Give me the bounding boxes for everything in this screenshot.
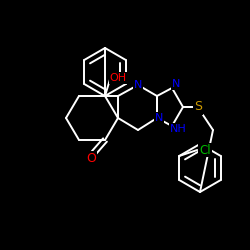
Text: Cl: Cl (200, 144, 211, 156)
Text: NH: NH (170, 124, 186, 134)
Text: S: S (194, 100, 202, 114)
Text: N: N (134, 80, 142, 90)
Text: N: N (172, 79, 180, 89)
Text: OH: OH (110, 73, 126, 83)
Text: O: O (86, 152, 96, 164)
Text: N: N (155, 113, 163, 123)
